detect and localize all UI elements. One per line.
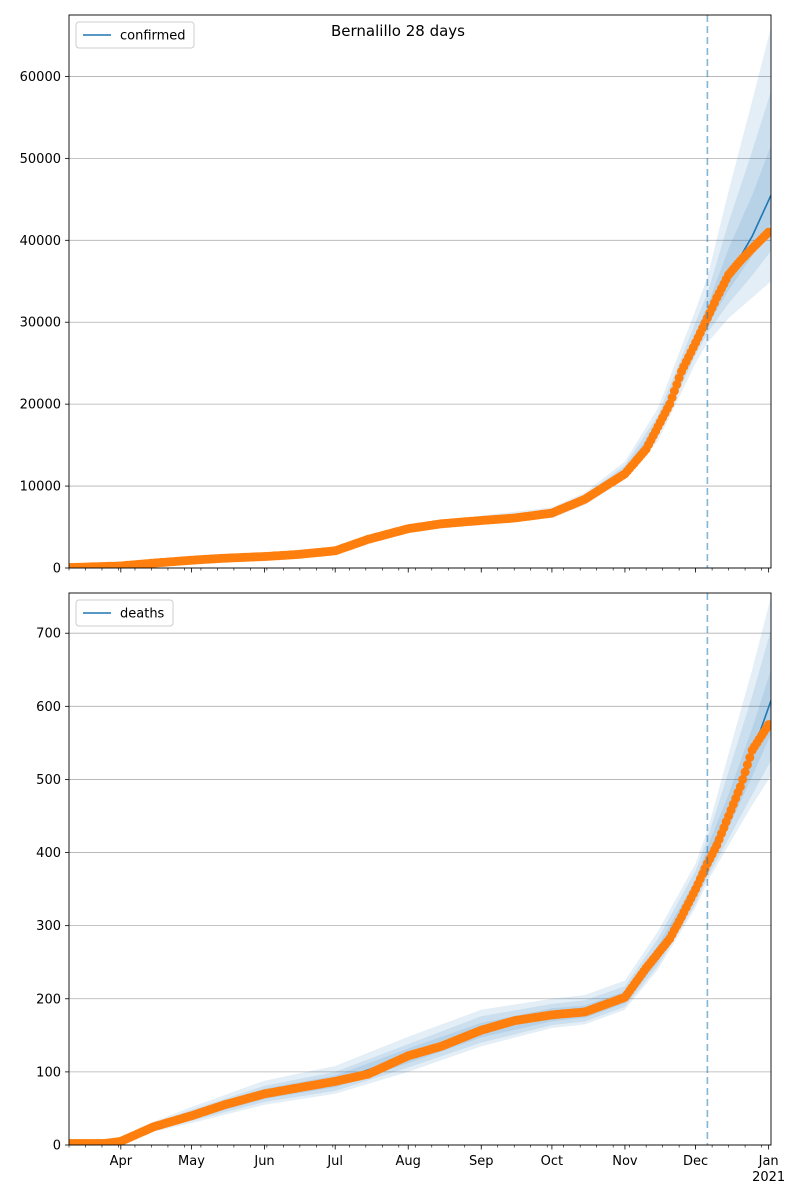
legend: deaths [75, 599, 174, 627]
legend-box [75, 21, 195, 49]
y-tick-label: 500 [36, 773, 61, 788]
observed-point [764, 227, 771, 237]
x-tick-label: Aug [396, 1154, 421, 1169]
axes-frame [68, 14, 772, 569]
observed-point [738, 774, 748, 784]
plot-area [69, 596, 771, 1145]
x-tick-label: Jan [758, 1154, 779, 1169]
uncertainty-band [69, 629, 771, 1145]
y-tick-label: 0 [53, 1139, 61, 1154]
figure-title: Bernalillo 28 days [331, 22, 465, 40]
y-tick-label: 10000 [20, 480, 61, 495]
observed-points [69, 227, 771, 568]
y-tick-label: 300 [36, 919, 61, 934]
observed-point [745, 753, 755, 762]
observed-point [764, 720, 771, 730]
x-tick-label: Sep [469, 1154, 494, 1169]
observed-points [69, 720, 771, 1145]
y-tick-label: 600 [36, 700, 61, 715]
x-tick-label: Jul [326, 1154, 343, 1169]
legend: confirmed [75, 21, 195, 49]
plot-area [69, 27, 771, 568]
y-tick-label: 400 [36, 846, 61, 861]
x-tick-label: 2021 [752, 1170, 785, 1185]
y-tick-label: 50000 [20, 152, 61, 167]
y-tick-label: 60000 [20, 70, 61, 85]
confirmed-panel: 0 10000 20000 30000 40000 50000 60000 confirmed [20, 14, 772, 577]
y-tick-label: 700 [36, 627, 61, 642]
observed-point [735, 782, 745, 792]
x-tick-label: Apr [110, 1154, 133, 1169]
x-tick-label: Oct [541, 1154, 563, 1169]
y-tick-label: 200 [36, 992, 61, 1007]
y-tick-label: 0 [53, 562, 61, 577]
x-tick-label: May [178, 1154, 205, 1169]
deaths-panel: 0 100 200 300 400 500 600 700 Apr May Jun Jul Aug Sep… [36, 592, 785, 1185]
legend-label: deaths [120, 607, 165, 622]
observed-point [742, 760, 752, 770]
legend-label: confirmed [120, 29, 186, 44]
y-tick-label: 30000 [20, 316, 61, 331]
x-tick-label: Jun [253, 1154, 274, 1169]
y-tick-label: 40000 [20, 234, 61, 249]
y-tick-label: 20000 [20, 398, 61, 413]
legend-box [75, 599, 174, 627]
y-tick-label: 100 [36, 1065, 61, 1080]
axes-frame [68, 592, 772, 1146]
observed-point [740, 767, 750, 777]
x-tick-label: Dec [683, 1154, 708, 1169]
x-tick-label: Nov [612, 1154, 638, 1169]
